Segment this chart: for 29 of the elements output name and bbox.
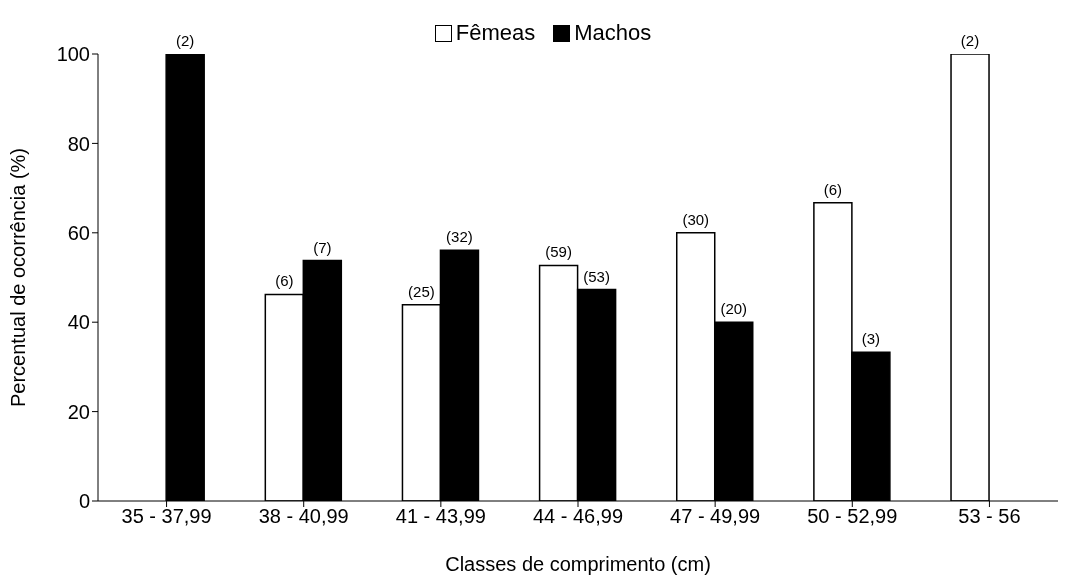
x-tick-label: 41 - 43,99: [395, 505, 486, 528]
annotation: (2): [960, 32, 980, 49]
x-axis-title: Classes de comprimento (cm): [445, 553, 711, 575]
y-tick-label: 80: [67, 132, 90, 155]
legend-label: Machos: [573, 20, 652, 46]
annotation: (53): [583, 267, 610, 285]
y-tick-label: 40: [67, 311, 90, 334]
annotation: (7): [313, 238, 332, 256]
annotation: (3): [861, 330, 881, 348]
y-tick-label: 60: [67, 221, 90, 244]
annotation: (6): [823, 180, 843, 198]
annotation: (30): [682, 210, 710, 228]
y-tick-label: 100: [56, 43, 90, 66]
annotation: (59): [545, 243, 572, 261]
legend-label: Fêmeas: [454, 20, 536, 46]
x-tick-label: 50 - 52,99: [807, 505, 898, 528]
y-tick-label: 0: [78, 490, 90, 513]
x-tick-label: 44 - 46,99: [532, 505, 624, 528]
y-tick-label: 20: [67, 400, 90, 423]
x-tick-label: 38 - 40,99: [258, 505, 349, 528]
annotation: (20): [720, 300, 748, 318]
y-axis-title: Percentual de ocorrência (%): [7, 147, 30, 408]
annotation: (6): [275, 272, 294, 290]
x-tick-label: 47 - 49,99: [670, 505, 761, 528]
x-tick-label: 35 - 37,99: [121, 505, 212, 528]
x-tick-label: 53 - 56: [958, 505, 1021, 528]
annotation: (2): [176, 32, 195, 49]
annotation: (32): [446, 228, 473, 246]
annotation: (25): [408, 282, 435, 300]
